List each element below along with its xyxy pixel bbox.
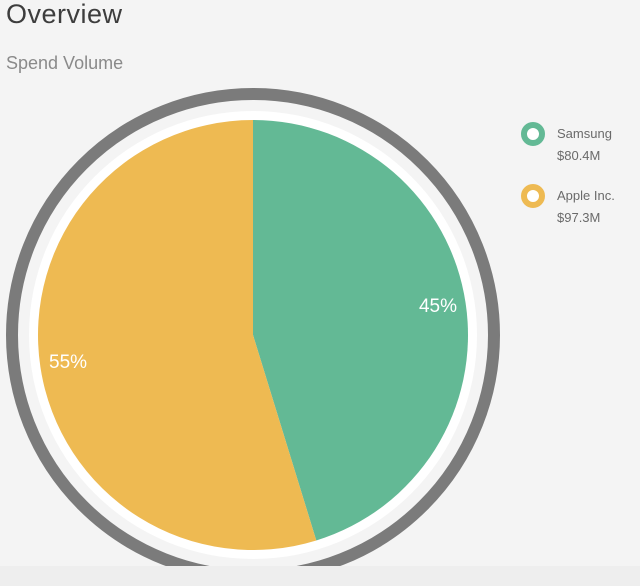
- legend-item-samsung[interactable]: Samsung $80.4M: [521, 120, 639, 172]
- footer-strip: [0, 566, 640, 586]
- legend-value: $80.4M: [557, 148, 601, 163]
- legend-label: Samsung: [557, 126, 612, 141]
- pie-slice-percent-label: 55%: [49, 352, 87, 373]
- chart-title: Spend Volume: [6, 53, 124, 73]
- pie-slice-apple-inc[interactable]: [37, 120, 317, 550]
- pie-slice-percent-label: 45%: [419, 296, 457, 317]
- legend-label: Apple Inc.: [557, 188, 615, 203]
- legend-marker-icon: [521, 122, 545, 146]
- legend-item-apple[interactable]: Apple Inc. $97.3M: [521, 182, 639, 234]
- page-title: Overview: [6, 0, 123, 29]
- legend: Samsung $80.4M Apple Inc. $97.3M: [521, 120, 639, 244]
- pie-slice-samsung[interactable]: [253, 120, 468, 541]
- legend-marker-icon: [521, 184, 545, 208]
- legend-value: $97.3M: [557, 210, 601, 225]
